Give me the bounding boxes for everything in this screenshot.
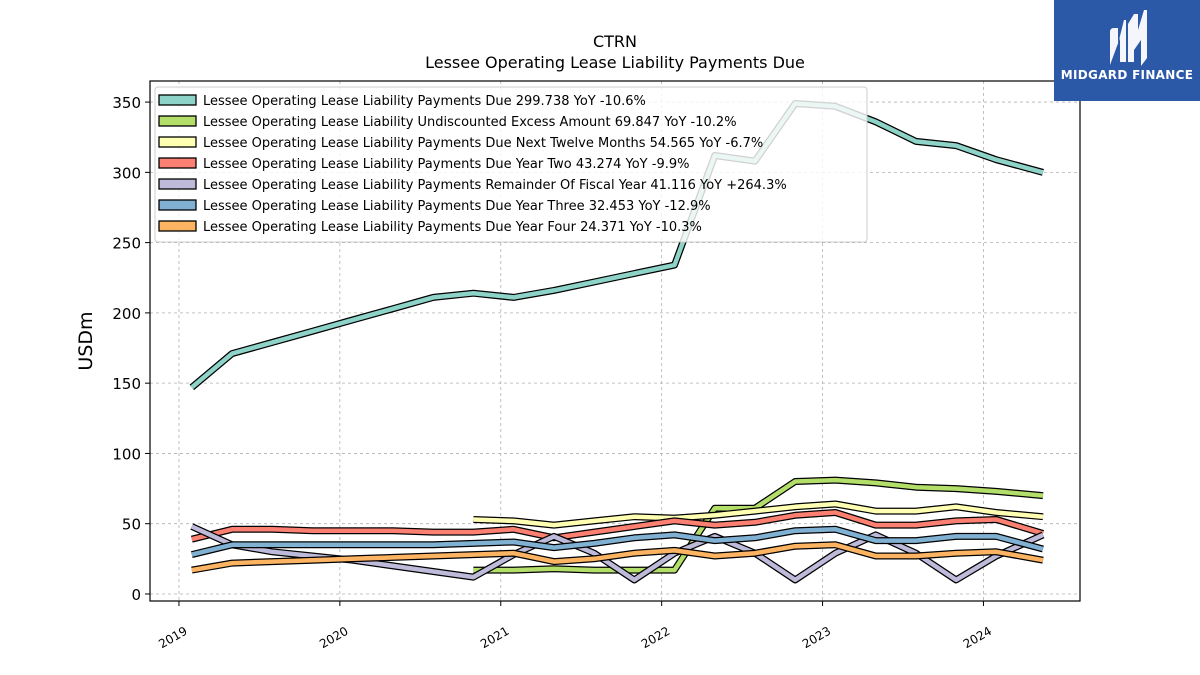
- series-line: [191, 527, 1044, 557]
- x-tick-label: 2020: [317, 624, 350, 651]
- y-tick-label: 200: [112, 305, 141, 323]
- brand-logo: MIDGARD FINANCE: [1054, 0, 1200, 101]
- series-line: [191, 542, 1044, 573]
- legend: Lessee Operating Lease Liability Payment…: [154, 86, 868, 243]
- x-tick-label: 2024: [961, 624, 994, 651]
- chart-title: CTRN: [592, 32, 638, 51]
- legend-swatch: [158, 199, 197, 211]
- y-tick-label: 150: [112, 375, 141, 393]
- legend-box: [154, 86, 868, 243]
- legend-swatch: [158, 157, 197, 169]
- logo-text: MIDGARD FINANCE: [1060, 68, 1194, 82]
- series-line: [191, 510, 1044, 542]
- y-tick-label: 0: [131, 586, 141, 604]
- logo-mark-icon: [1110, 10, 1147, 66]
- legend-swatch: [158, 136, 197, 148]
- legend-entry: Lessee Operating Lease Liability Undisco…: [203, 115, 737, 130]
- legend-entry: Lessee Operating Lease Liability Payment…: [203, 94, 646, 109]
- series-lines: [189, 100, 1045, 584]
- y-tick-label: 300: [112, 164, 141, 182]
- plot-frame: [149, 80, 1081, 602]
- legend-swatch: [158, 178, 197, 190]
- series-line: [473, 501, 1044, 528]
- y-tick-label: 250: [112, 235, 141, 253]
- legend-swatch: [158, 94, 197, 106]
- x-tick-label: 2021: [478, 624, 511, 651]
- legend-entry: Lessee Operating Lease Liability Payment…: [203, 136, 763, 151]
- y-tick-label: 100: [112, 445, 141, 463]
- chart-subtitle: Lessee Operating Lease Liability Payment…: [425, 53, 805, 72]
- y-tick-label: 50: [122, 516, 141, 534]
- x-tick-label: 2023: [800, 624, 833, 651]
- series-line: [190, 101, 1044, 390]
- legend-entry: Lessee Operating Lease Liability Payment…: [203, 178, 787, 193]
- y-tick-label: 350: [112, 94, 141, 112]
- legend-entry: Lessee Operating Lease Liability Payment…: [203, 220, 702, 235]
- x-tick-label: 2019: [156, 624, 189, 651]
- legend-entry: Lessee Operating Lease Liability Payment…: [203, 199, 711, 214]
- legend-swatch: [158, 220, 197, 232]
- legend-swatch: [158, 115, 197, 127]
- legend-entry: Lessee Operating Lease Liability Payment…: [203, 157, 689, 172]
- y-axis-label: USDm: [75, 311, 97, 370]
- x-tick-label: 2022: [639, 624, 672, 651]
